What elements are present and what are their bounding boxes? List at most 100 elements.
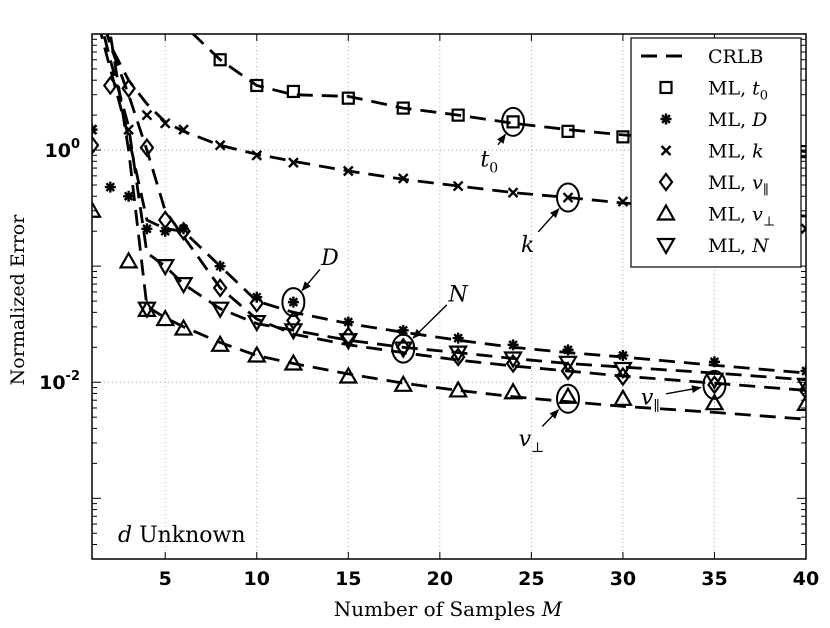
ml-point-D: [287, 296, 299, 308]
legend-marker-vperp: [656, 203, 676, 221]
ml-point-N: [393, 341, 414, 359]
x-axis-label: Number of Samples M: [334, 597, 563, 621]
annotation-circle-k: [556, 182, 580, 213]
ml-point-vperp: [155, 308, 176, 327]
x-tick-label: 25: [518, 568, 544, 590]
ml-point-vperp: [704, 392, 725, 411]
ml-point-vperp: [393, 374, 414, 392]
ml-point-D: [214, 260, 226, 272]
ml-point-vperp: [338, 366, 359, 384]
ml-point-t0: [616, 130, 630, 144]
ml-point-vperp: [503, 382, 523, 400]
ml-point-k: [397, 173, 409, 184]
ml-point-vperp: [558, 386, 578, 404]
annotation-arrow-k: [537, 208, 560, 233]
ml-point-D: [251, 291, 263, 303]
ml-point-t0: [213, 53, 227, 67]
ml-point-N: [448, 345, 469, 363]
annotation-label-k: k: [521, 233, 534, 258]
ml-point-D: [159, 225, 171, 237]
annotation-label-t0: t0: [480, 147, 498, 176]
ml-point-D: [178, 223, 190, 235]
ml-point-N: [558, 355, 578, 374]
ml-point-N: [283, 323, 304, 341]
ml-point-k: [178, 124, 189, 135]
ml-point-N: [246, 314, 267, 333]
ml-point-vpar: [286, 310, 301, 331]
ml-point-k: [288, 157, 299, 168]
legend-label-k: ML, k: [708, 141, 764, 163]
ml-point-t0: [506, 115, 520, 129]
ml-point-t0: [341, 91, 355, 105]
ml-point-N: [796, 377, 806, 396]
legend-label-D: ML, D: [708, 109, 767, 131]
x-tick-label: 5: [159, 568, 172, 590]
x-tick-label: 35: [701, 568, 727, 590]
ml-point-D: [708, 356, 720, 368]
ml-point-vpar: [615, 366, 631, 387]
annotation-arrow-vperp: [541, 409, 560, 427]
annotation-label-vpar: v∥: [641, 386, 660, 415]
x-tick-label: 20: [427, 568, 453, 590]
ml-point-k: [452, 180, 464, 192]
ml-point-N: [173, 277, 194, 295]
annotation-circle-vperp: [556, 383, 580, 414]
ml-point-D: [617, 349, 629, 361]
ml-point-t0: [286, 84, 300, 99]
ml-point-vpar: [121, 78, 136, 99]
ml-point-N: [503, 351, 523, 369]
x-tick-label: 15: [335, 568, 361, 590]
x-axis-label-text: Number of Samples: [334, 597, 542, 621]
ml-point-k: [123, 124, 134, 135]
ml-point-vpar: [139, 137, 155, 158]
ml-point-N: [613, 361, 633, 380]
crlb-curve-k: [105, 34, 806, 218]
ml-point-N: [704, 372, 725, 390]
annotations: t0 k D Nv∥ v⊥: [281, 106, 727, 456]
y-tick-label: 100: [45, 137, 81, 162]
y-tick-label: 10-2: [39, 369, 80, 394]
y-axis-label: Normalized Error: [7, 214, 29, 386]
grid: [92, 34, 807, 559]
annotation-circle-N: [391, 333, 416, 364]
ml-point-k: [342, 165, 354, 177]
annotation-circle-D: [281, 287, 306, 318]
legend-marker-t0: [659, 80, 673, 95]
ml-point-vperp: [613, 388, 633, 406]
legend-marker-D: [660, 113, 672, 125]
ml-point-k: [617, 196, 629, 207]
legend-marker-vpar: [658, 172, 674, 192]
legend-label-N: ML, N: [708, 235, 770, 257]
annotation-unknown-text: Unknown: [132, 523, 245, 548]
ml-point-k: [800, 223, 806, 235]
ml-point-vperp: [210, 334, 231, 352]
legend-label-vpar: ML, v∥: [708, 172, 769, 198]
legend-box: [630, 37, 802, 268]
annotation-arrow-D: [301, 268, 321, 292]
annotation-label-vperp: v⊥: [519, 427, 545, 456]
ml-point-D: [562, 344, 574, 356]
ml-point-vpar: [560, 361, 576, 381]
ml-point-vpar: [176, 221, 191, 242]
ml-point-k: [214, 139, 226, 151]
ml-point-D: [141, 223, 153, 235]
ml-point-t0: [250, 78, 264, 93]
crlb-curve-vpar: [105, 34, 806, 392]
ml-point-vperp: [173, 318, 194, 336]
x-axis-label-var: M: [541, 597, 563, 621]
annotation-arrow-N: [412, 304, 448, 339]
ml-point-N: [338, 333, 359, 351]
ml-point-vperp: [796, 393, 806, 412]
x-tick-label: 10: [244, 568, 270, 590]
x-tick-label: 30: [610, 568, 636, 590]
ml-point-vperp: [283, 353, 304, 371]
axis-ticks: 5 10 15 20 25 30 35 40 100 10-2: [39, 33, 819, 590]
ml-point-D: [342, 316, 354, 328]
ml-point-D: [397, 324, 409, 336]
ml-point-vperp: [246, 345, 267, 363]
legend-marker-k: [660, 145, 672, 156]
ml-point-vpar: [249, 293, 265, 313]
ml-point-t0: [561, 124, 575, 138]
ml-point-k: [141, 109, 153, 121]
